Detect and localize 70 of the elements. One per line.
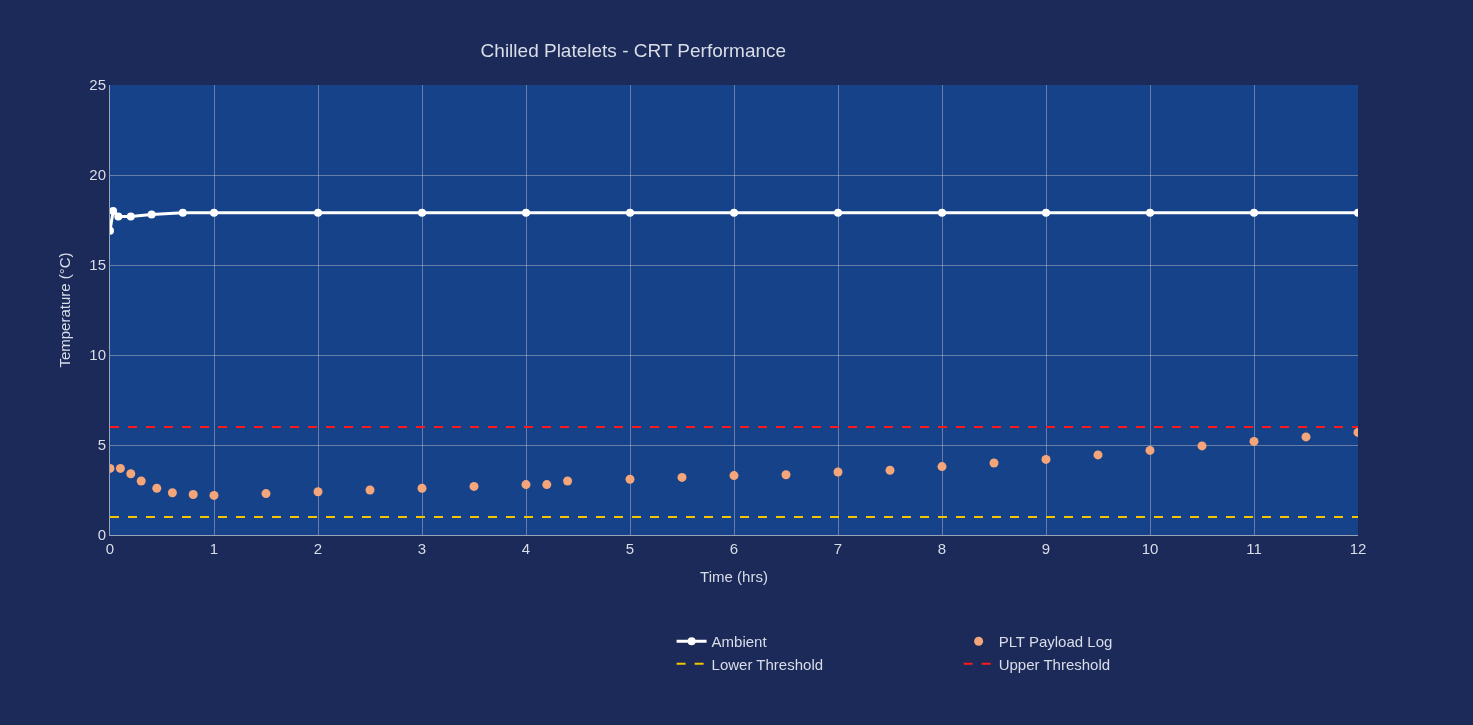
point [261,489,271,499]
point [522,208,530,217]
point [418,208,426,217]
point [314,208,322,217]
point [937,462,947,472]
point [625,474,635,484]
point [188,490,198,499]
chart-title: Chilled Platelets - CRT Performance [480,39,787,61]
x-tick-label: 3 [417,540,427,557]
point [114,212,123,221]
point [1301,432,1311,442]
point [1041,454,1051,464]
point [136,476,146,486]
point [1249,436,1259,446]
point [833,467,843,477]
x-tick-label: 10 [1141,540,1159,557]
x-tick-label: 5 [625,540,635,557]
point [563,476,573,486]
x-tick-label: 6 [729,540,739,557]
y-tick-label: 10 [89,346,106,364]
point [521,480,531,490]
point [1197,441,1207,451]
point [1146,208,1154,217]
point [1145,445,1155,455]
point [626,208,634,217]
point [469,481,479,491]
point [126,469,136,479]
point [885,465,895,475]
y-tick-label: 25 [89,76,106,94]
y-tick-label: 20 [89,166,106,184]
x-tick-label: 7 [833,540,843,557]
point [110,207,118,215]
x-tick-label: 9 [1041,540,1051,557]
point [365,485,375,495]
x-tick-label: 2 [313,540,323,557]
legend-label: Ambient [711,633,768,651]
point [115,463,125,473]
legend-label: PLT Payload Log [998,633,1113,651]
x-tick-label: 1 [209,540,219,557]
point [152,483,162,493]
point [730,208,738,217]
point [542,480,552,490]
point [178,208,187,217]
y-tick-label: 15 [89,256,106,274]
point [677,472,687,482]
point [417,483,427,493]
point [210,208,218,217]
point [126,212,135,221]
point [729,471,739,481]
point [989,458,999,468]
point [209,490,219,500]
y-axis-title: Temperature (°C) [55,252,73,368]
x-axis-title: Time (hrs) [700,568,768,585]
point [313,487,323,497]
point [147,210,156,219]
point [1250,208,1258,217]
point [167,488,177,498]
legend-label: Upper Threshold [998,655,1111,673]
x-tick-label: 12 [1349,540,1367,557]
point [938,208,946,217]
point [834,208,842,217]
x-tick-label: 8 [937,540,947,557]
point [781,470,791,480]
x-tick-label: 11 [1246,540,1262,557]
y-tick-label: 0 [97,526,106,544]
y-tick-label: 5 [97,436,106,454]
legend-label: Lower Threshold [711,655,824,673]
point [1042,208,1050,217]
point [1093,450,1103,460]
x-tick-label: 4 [521,540,531,557]
